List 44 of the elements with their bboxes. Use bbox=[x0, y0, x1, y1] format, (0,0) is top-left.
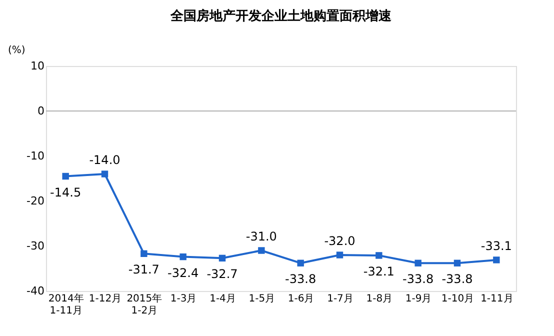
data-label: -31.7 bbox=[128, 262, 160, 277]
point bbox=[140, 250, 148, 258]
x-tick-label: 1-8月 bbox=[366, 294, 393, 304]
data-label: -33.8 bbox=[285, 272, 316, 286]
y-tick-label: -30 bbox=[26, 240, 44, 252]
x-tick-label: 1-10月 bbox=[441, 294, 474, 304]
x-tick-label: 1-6月 bbox=[288, 294, 314, 304]
data-label: -32.1 bbox=[363, 264, 394, 278]
y-tick-label: -20 bbox=[26, 194, 44, 208]
point bbox=[493, 256, 500, 264]
point bbox=[180, 253, 186, 260]
x-tick-label: 1-11月 bbox=[480, 294, 514, 304]
chart-title: 全国房地产开发企业土地购置面积增速 bbox=[170, 8, 392, 24]
point bbox=[218, 254, 226, 262]
data-label: -33.1 bbox=[480, 238, 512, 253]
point bbox=[336, 252, 344, 258]
data-label: -32.4 bbox=[168, 266, 199, 280]
point bbox=[101, 170, 108, 178]
y-tick-label: 10 bbox=[30, 60, 44, 72]
point bbox=[414, 260, 422, 266]
data-label: -33.8 bbox=[442, 272, 473, 286]
point bbox=[454, 260, 461, 266]
x-tick-label: 1-3月 bbox=[170, 294, 197, 304]
y-tick-label: -10 bbox=[26, 150, 44, 162]
x-tick-label: 1-12月 bbox=[88, 294, 122, 304]
data-label: -14.0 bbox=[89, 153, 120, 167]
y-tick-label: -40 bbox=[26, 284, 44, 298]
point bbox=[62, 172, 69, 180]
data-label: -32.7 bbox=[206, 267, 238, 282]
y-axis-title: (%) bbox=[8, 45, 26, 56]
data-label: -33.8 bbox=[402, 272, 434, 286]
point bbox=[258, 247, 265, 254]
x-tick-label: 1-7月 bbox=[327, 294, 354, 304]
x-tick-label: 1-5月 bbox=[248, 294, 276, 304]
data-label: -32.0 bbox=[324, 234, 356, 248]
point bbox=[297, 260, 304, 266]
point bbox=[376, 252, 382, 259]
y-tick-label: 0 bbox=[38, 104, 44, 118]
x-tick-label: 2014年 1-11月 bbox=[48, 292, 84, 316]
x-tick-label: 1-9月 bbox=[405, 294, 432, 304]
data-label: -31.0 bbox=[246, 230, 277, 244]
x-tick-label: 1-4月 bbox=[210, 294, 236, 304]
x-tick-label: 2015年 1-2月 bbox=[126, 292, 162, 316]
data-label: -14.5 bbox=[50, 185, 82, 200]
